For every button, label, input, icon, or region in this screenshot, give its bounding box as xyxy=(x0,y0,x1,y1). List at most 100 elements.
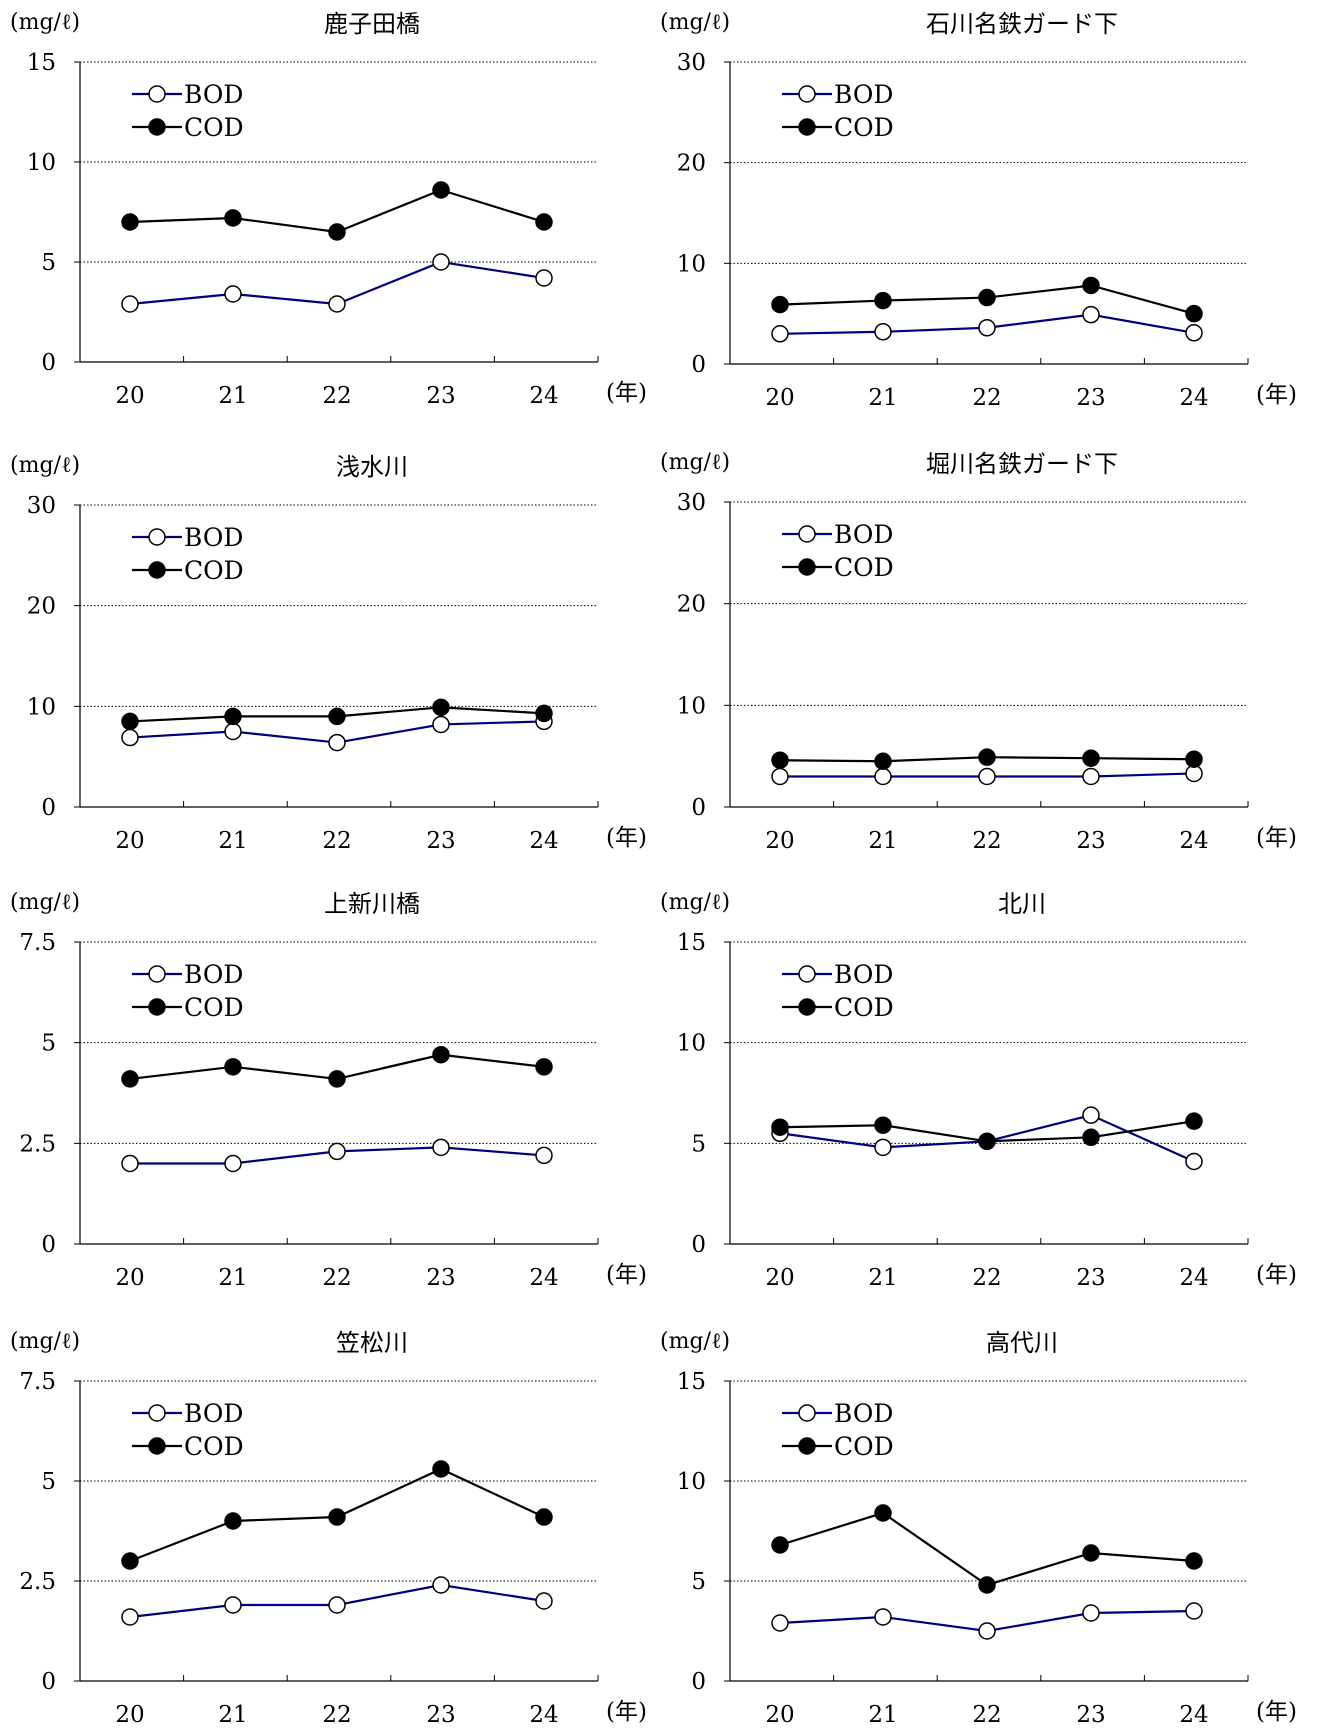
y-tick-label: 15 xyxy=(677,1369,706,1395)
y-axis-unit: (mg/ℓ) xyxy=(660,1329,730,1354)
data-point-bod xyxy=(121,728,139,747)
data-point-cod xyxy=(535,1508,553,1526)
chart-panel: 0 2.5 5 7.5 20 21 22 23 24 (年) 笠松川 (mg/ℓ) BOD COD xyxy=(10,1329,647,1728)
x-tick-label: 22 xyxy=(322,828,351,854)
x-tick-label: 21 xyxy=(868,828,897,854)
legend-item: BOD xyxy=(782,520,893,549)
legend-marker xyxy=(798,558,816,576)
x-tick-label: 21 xyxy=(868,1265,897,1291)
data-point-cod xyxy=(1185,304,1203,323)
chart-title: 高代川 xyxy=(986,1329,1058,1357)
data-point-cod xyxy=(1082,749,1100,767)
x-axis-unit: (年) xyxy=(606,1699,647,1725)
legend-item: COD xyxy=(132,993,244,1022)
data-point-bod xyxy=(224,285,242,303)
data-point-bod xyxy=(224,1154,242,1173)
legend-label: BOD xyxy=(834,1399,893,1428)
x-tick-label: 21 xyxy=(868,385,897,411)
legend-item: COD xyxy=(782,993,894,1022)
x-tick-label: 20 xyxy=(765,385,794,411)
legend-label: BOD xyxy=(834,960,893,989)
x-tick-label: 23 xyxy=(426,828,455,854)
data-point-bod xyxy=(121,1154,139,1173)
y-tick-label: 5 xyxy=(691,1569,706,1595)
legend-label: BOD xyxy=(834,520,893,549)
legend-item: COD xyxy=(782,113,894,142)
x-tick-label: 23 xyxy=(1076,385,1105,411)
data-point-cod xyxy=(874,752,892,770)
x-tick-label: 22 xyxy=(322,1702,351,1728)
data-point-bod xyxy=(1082,1106,1100,1124)
x-tick-label: 24 xyxy=(1179,1702,1208,1728)
data-point-cod xyxy=(535,1058,553,1076)
x-tick-label: 24 xyxy=(1179,828,1208,854)
data-point-bod xyxy=(1185,324,1203,342)
chart-title: 石川名鉄ガード下 xyxy=(926,10,1118,38)
chart-panel: 0 5 10 15 20 21 22 23 24 (年) 鹿子田橋 (mg/ℓ) BOD COD xyxy=(10,10,647,409)
legend-marker xyxy=(148,528,166,546)
legend-item: BOD xyxy=(782,1399,893,1428)
x-tick-label: 24 xyxy=(529,1702,558,1728)
data-point-bod xyxy=(535,269,553,287)
chart-panel: 0 10 20 30 20 21 22 23 24 (年) 浅水川 (mg/ℓ) BOD COD xyxy=(10,453,647,854)
data-point-bod xyxy=(874,767,892,786)
x-tick-label: 20 xyxy=(115,1265,144,1291)
x-axis-unit: (年) xyxy=(1256,1262,1297,1288)
data-point-bod xyxy=(328,733,346,752)
data-point-cod xyxy=(432,698,450,717)
legend-marker xyxy=(148,85,166,103)
chart-panel: 0 2.5 5 7.5 20 21 22 23 24 (年) 上新川橋 (mg/ℓ) BOD COD xyxy=(10,890,647,1291)
y-tick-label: 0 xyxy=(41,1232,56,1258)
y-tick-label: 15 xyxy=(27,50,56,76)
legend-item: BOD xyxy=(782,960,893,989)
x-tick-label: 22 xyxy=(322,1265,351,1291)
data-point-cod xyxy=(978,288,996,307)
data-point-cod xyxy=(224,209,242,227)
data-point-bod xyxy=(978,319,996,337)
data-point-cod xyxy=(771,1536,789,1554)
y-tick-label: 0 xyxy=(691,795,706,821)
data-point-cod xyxy=(224,707,242,726)
y-tick-label: 10 xyxy=(677,1469,706,1495)
data-point-cod xyxy=(874,1116,892,1134)
data-point-bod xyxy=(1185,1602,1203,1620)
data-point-cod xyxy=(535,213,553,231)
y-tick-label: 2.5 xyxy=(19,1569,56,1595)
data-point-bod xyxy=(771,767,789,786)
y-tick-label: 30 xyxy=(677,50,706,76)
data-point-bod xyxy=(535,1146,553,1165)
y-tick-label: 5 xyxy=(691,1131,706,1157)
y-tick-label: 15 xyxy=(677,930,706,956)
data-point-bod xyxy=(1185,1152,1203,1171)
legend-label: COD xyxy=(184,556,244,585)
legend-item: BOD xyxy=(132,1399,243,1428)
legend-marker xyxy=(148,998,166,1016)
x-tick-label: 24 xyxy=(529,383,558,409)
legend-marker xyxy=(798,85,816,103)
y-tick-label: 5 xyxy=(41,1469,56,1495)
chart-title: 上新川橋 xyxy=(324,890,420,918)
legend-item: BOD xyxy=(132,80,243,109)
data-point-cod xyxy=(771,295,789,314)
legend-item: COD xyxy=(132,1432,244,1461)
legend-marker xyxy=(798,998,816,1016)
data-point-cod xyxy=(978,1132,996,1151)
y-tick-label: 5 xyxy=(41,1031,56,1057)
x-tick-label: 21 xyxy=(218,828,247,854)
x-tick-label: 21 xyxy=(868,1702,897,1728)
y-tick-label: 0 xyxy=(691,352,706,378)
data-point-bod xyxy=(535,1592,553,1610)
data-point-bod xyxy=(432,1576,450,1594)
x-tick-label: 21 xyxy=(218,1702,247,1728)
legend-label: BOD xyxy=(184,80,243,109)
data-point-bod xyxy=(328,1142,346,1161)
data-point-cod xyxy=(1185,750,1203,768)
x-tick-label: 20 xyxy=(115,828,144,854)
y-tick-label: 30 xyxy=(677,490,706,516)
x-tick-label: 23 xyxy=(426,1702,455,1728)
data-point-bod xyxy=(771,325,789,343)
legend-label: COD xyxy=(834,553,894,582)
legend-item: BOD xyxy=(132,960,243,989)
data-point-bod xyxy=(978,1622,996,1640)
x-tick-label: 20 xyxy=(115,1702,144,1728)
